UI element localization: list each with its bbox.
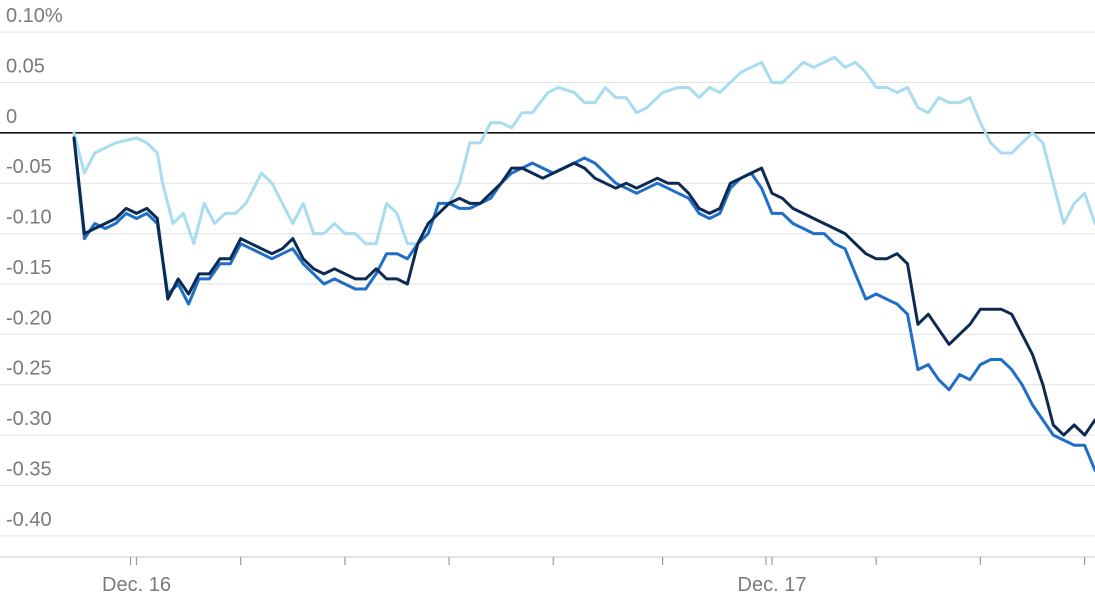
y-tick-label: -0.40 [6,509,52,531]
y-tick-label: -0.20 [6,307,52,329]
series-line-2 [72,136,1095,472]
y-tick-label: 0.05 [6,55,45,77]
series-line-1 [72,55,1095,246]
y-tick-label: -0.05 [6,156,52,178]
x-tick-label: Dec. 16 [102,574,171,596]
y-tick-label: -0.30 [6,408,52,430]
series-line-3 [72,136,1095,437]
x-axis: Dec. 16 Dec. 17 [0,556,1095,596]
y-tick-label: 0.10% [6,5,63,27]
series-lines [72,55,1095,472]
y-tick-label: 0 [6,106,17,128]
y-tick-label: -0.10 [6,207,52,229]
x-tick-label: Dec. 17 [738,574,807,596]
y-tick-label: -0.25 [6,358,52,380]
y-tick-label: -0.15 [6,257,52,279]
y-axis-tick-labels: 0.10% 0.05 0 -0.05 -0.10 -0.15 -0.20 -0.25 -0.30… [6,5,63,531]
y-tick-label: -0.35 [6,458,52,480]
grid-lines [0,31,1095,537]
